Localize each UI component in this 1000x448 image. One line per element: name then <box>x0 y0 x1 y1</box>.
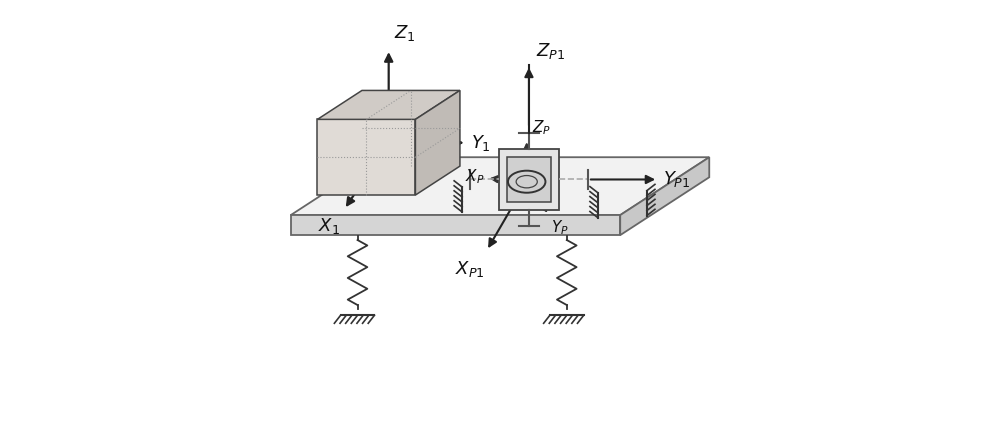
Text: $Y_1$: $Y_1$ <box>471 133 491 153</box>
Text: $Z_{P1}$: $Z_{P1}$ <box>536 41 565 61</box>
Polygon shape <box>620 157 709 235</box>
Text: $Z_P$: $Z_P$ <box>532 118 551 137</box>
Polygon shape <box>415 90 460 195</box>
Polygon shape <box>507 157 551 202</box>
Text: $Y_P$: $Y_P$ <box>551 219 569 237</box>
Polygon shape <box>499 150 559 210</box>
Text: $X_1$: $X_1$ <box>318 216 340 236</box>
Polygon shape <box>317 119 415 195</box>
Text: $Z_1$: $Z_1$ <box>394 22 416 43</box>
Text: $Y_{P1}$: $Y_{P1}$ <box>663 169 690 190</box>
Text: $X_{P1}$: $X_{P1}$ <box>455 259 484 279</box>
Polygon shape <box>317 90 460 119</box>
Text: $X_P$: $X_P$ <box>465 167 484 186</box>
Polygon shape <box>291 157 709 215</box>
Polygon shape <box>291 215 620 235</box>
